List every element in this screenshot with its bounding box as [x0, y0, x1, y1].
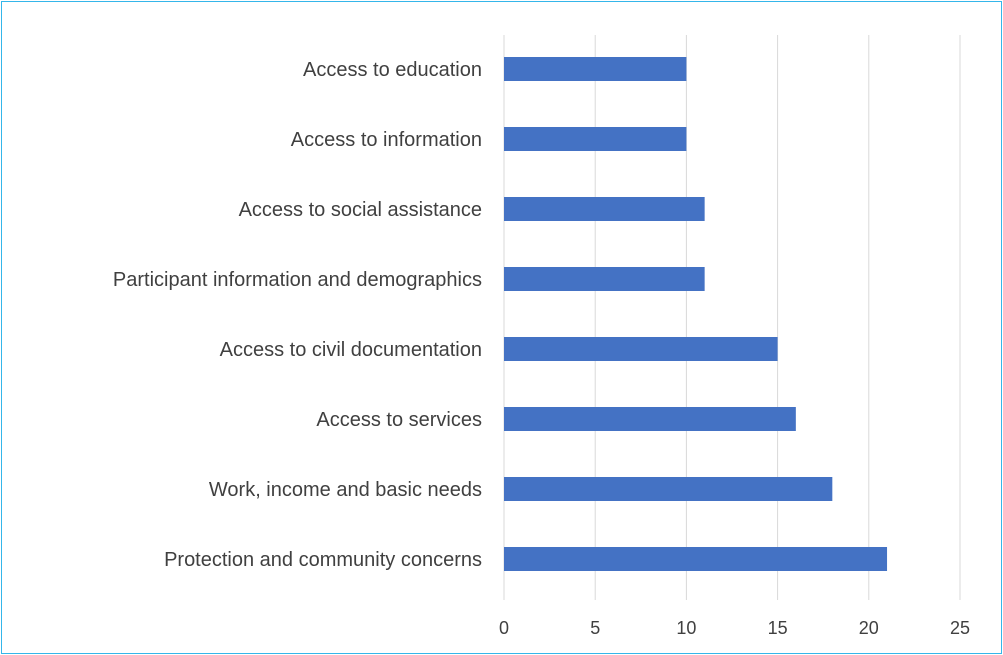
x-tick-label: 5 — [590, 618, 600, 638]
x-tick-label: 15 — [768, 618, 788, 638]
bar — [504, 267, 705, 291]
x-tick-label: 25 — [950, 618, 970, 638]
category-label: Participant information and demographics — [113, 269, 482, 291]
x-tick-label: 10 — [676, 618, 696, 638]
bar — [504, 127, 687, 151]
bar — [504, 547, 888, 571]
category-label: Access to civil documentation — [220, 339, 482, 361]
bar — [504, 337, 778, 361]
bar — [504, 57, 687, 81]
x-tick-label: 20 — [859, 618, 879, 638]
category-label: Access to education — [303, 59, 482, 81]
category-label: Access to services — [316, 409, 482, 431]
category-labels: Access to education Access to information… — [113, 59, 482, 571]
category-label: Protection and community concerns — [164, 549, 482, 571]
bars — [504, 57, 888, 571]
bar — [504, 407, 796, 431]
category-label: Work, income and basic needs — [209, 479, 482, 501]
x-tick-labels: 0 5 10 15 20 25 — [499, 618, 970, 638]
bar — [504, 197, 705, 221]
category-label: Access to information — [291, 129, 482, 151]
bar — [504, 477, 833, 501]
gridlines — [503, 35, 961, 600]
category-label: Access to social assistance — [239, 199, 482, 221]
x-tick-label: 0 — [499, 618, 509, 638]
